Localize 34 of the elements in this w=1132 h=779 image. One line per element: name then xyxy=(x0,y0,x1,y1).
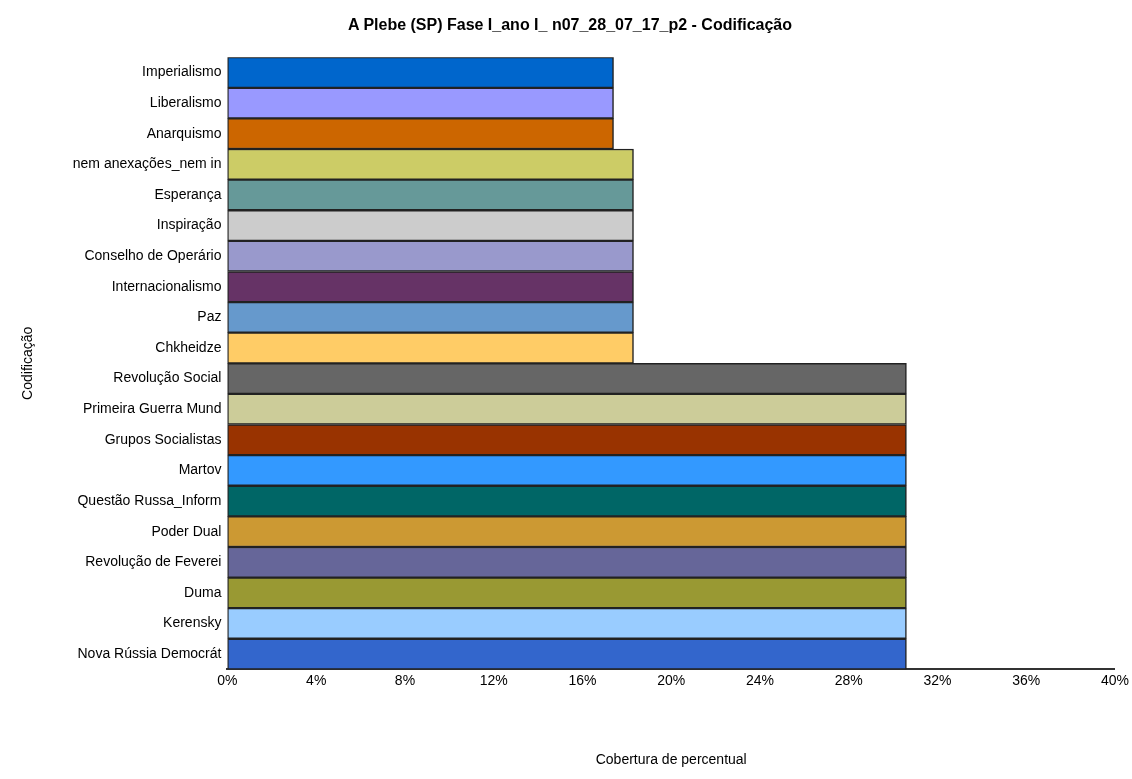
y-tick-label: Primeira Guerra Mund xyxy=(82,400,222,417)
y-tick-label: Conselho de Operário xyxy=(84,247,222,264)
y-tick-label: Imperialismo xyxy=(142,63,222,80)
y-tick-label: Chkheidze xyxy=(155,338,222,355)
y-tick-label: Grupos Socialistas xyxy=(104,430,222,447)
y-tick-label: Questão Russa_Inform xyxy=(77,491,222,508)
y-axis-title: Codificação xyxy=(19,326,36,400)
x-tick-label: 24% xyxy=(745,671,774,688)
y-tick-label: nem anexações_nem in xyxy=(72,155,222,172)
y-tick-label: Esperança xyxy=(154,185,222,202)
y-tick-label: Paz xyxy=(197,308,222,325)
y-tick-label: Inspiração xyxy=(156,216,222,233)
y-tick-label: Internacionalismo xyxy=(111,277,222,294)
x-tick-label: 40% xyxy=(1100,671,1130,688)
x-tick-label: 20% xyxy=(657,671,686,688)
x-tick-label: 4% xyxy=(306,671,327,688)
y-tick-label: Martov xyxy=(178,461,222,478)
x-tick-label: 16% xyxy=(568,671,597,688)
x-tick-label: 32% xyxy=(923,671,952,688)
y-tick-label: Revolução de Feverei xyxy=(85,553,222,570)
y-tick-label: Poder Dual xyxy=(151,522,222,539)
x-axis-title: Cobertura de percentual xyxy=(595,751,747,768)
y-tick-label: Duma xyxy=(184,583,222,600)
x-tick-label: 28% xyxy=(834,671,863,688)
x-tick-label: 0% xyxy=(217,671,238,688)
y-tick-label: Anarquismo xyxy=(146,124,222,141)
x-tick-label: 36% xyxy=(1012,671,1041,688)
y-tick-label: Nova Rússia Democrát xyxy=(77,644,222,661)
y-tick-label: Kerensky xyxy=(163,614,222,631)
y-tick-label: Revolução Social xyxy=(113,369,222,386)
y-tick-label: Liberalismo xyxy=(149,93,222,110)
x-tick-label: 8% xyxy=(394,671,416,688)
chart-title: A Plebe (SP) Fase I_ano I_ n07_28_07_17_p2 - Codificação xyxy=(347,16,793,34)
x-tick-label: 12% xyxy=(479,671,508,688)
